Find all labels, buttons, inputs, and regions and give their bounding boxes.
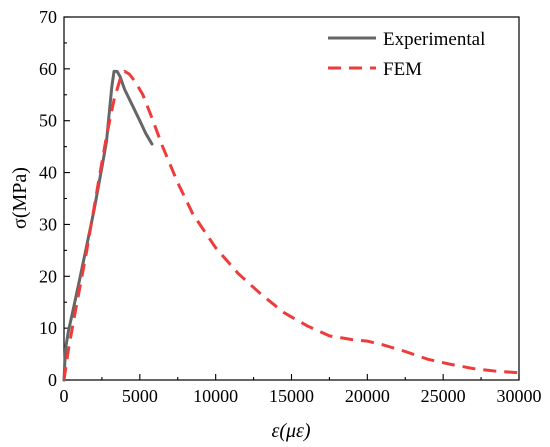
x-tick-label: 0 bbox=[60, 386, 69, 406]
series-line-fem bbox=[62, 69, 520, 381]
y-axis-ticks: 0 10 20 30 40 50 60 70 bbox=[39, 7, 70, 390]
y-tick-label: 50 bbox=[39, 111, 57, 131]
legend: Experimental FEM bbox=[328, 29, 485, 80]
series-line-experimental bbox=[62, 69, 154, 382]
x-tick-label: 10000 bbox=[193, 386, 238, 406]
y-tick-label: 40 bbox=[39, 163, 57, 183]
series-layer bbox=[62, 69, 520, 382]
y-tick-label: 30 bbox=[39, 214, 57, 234]
y-tick-label: 60 bbox=[39, 59, 57, 79]
x-tick-label: 15000 bbox=[269, 386, 314, 406]
y-tick-label: 70 bbox=[39, 7, 57, 27]
x-tick-label: 30000 bbox=[497, 386, 542, 406]
x-tick-label: 25000 bbox=[421, 386, 466, 406]
y-axis-label: σ(MPa) bbox=[9, 167, 31, 229]
y-tick-label: 10 bbox=[39, 318, 57, 338]
legend-label-experimental: Experimental bbox=[383, 29, 485, 50]
plot-frame bbox=[63, 16, 520, 381]
y-tick-label: 20 bbox=[39, 266, 57, 286]
x-axis-ticks: 0 5000 10000 15000 20000 25000 30000 bbox=[60, 374, 542, 406]
x-axis-label: ε(με) bbox=[271, 420, 310, 442]
y-tick-label: 0 bbox=[48, 370, 57, 390]
x-tick-label: 20000 bbox=[345, 386, 390, 406]
legend-label-fem: FEM bbox=[383, 59, 422, 80]
x-tick-label: 5000 bbox=[122, 386, 158, 406]
